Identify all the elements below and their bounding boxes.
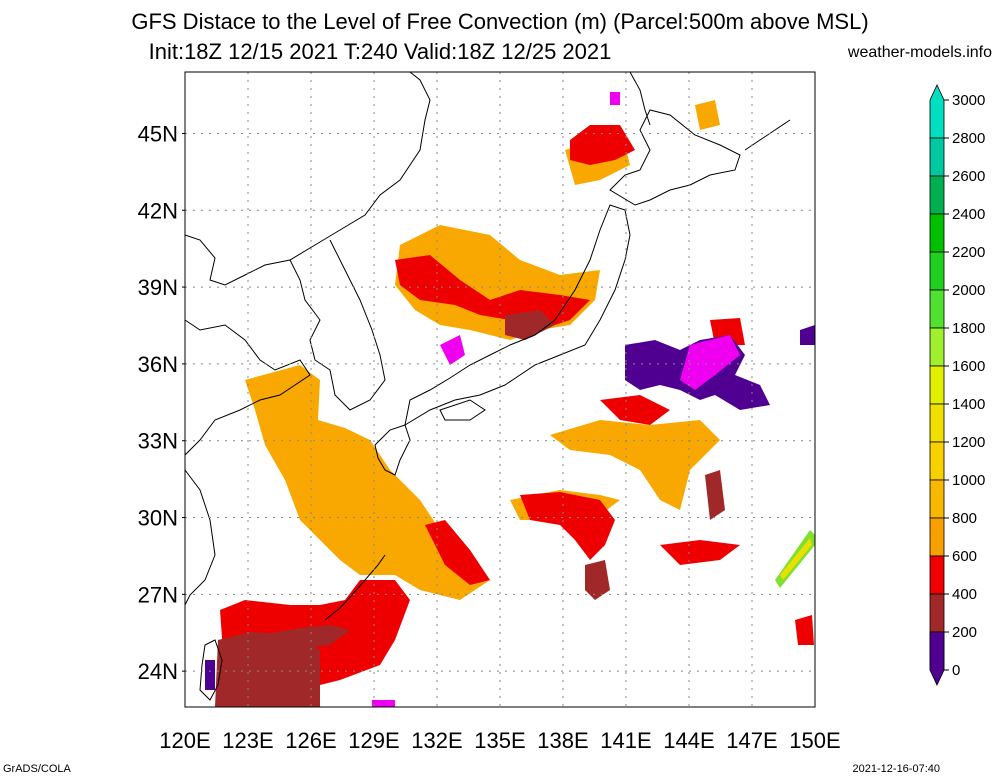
- colorbar-label: 2600: [952, 168, 985, 185]
- chart-title-line1: GFS Distace to the Level of Free Convect…: [131, 9, 869, 34]
- lon-label: 147E: [726, 728, 777, 753]
- coastline-kyushu: [374, 424, 411, 476]
- lon-label: 135E: [474, 728, 525, 753]
- lat-label: 24N: [138, 659, 178, 684]
- colorbar-label: 3000: [952, 92, 985, 109]
- lon-label: 126E: [285, 728, 336, 753]
- colorbar-swatch: [929, 631, 945, 686]
- colorbar: 3000280026002400220020001800160014001200…: [929, 84, 985, 686]
- coastline-layer: [184, 71, 791, 701]
- field-orange-ecs: [245, 365, 490, 600]
- lat-label: 27N: [138, 582, 178, 607]
- coastline-sakhalin: [629, 71, 651, 126]
- field-purple-taiwan: [205, 660, 215, 690]
- longitude-labels: 120E 123E 126E 129E 132E 135E 138E 141E 144E 147E…: [159, 728, 840, 753]
- field-magenta-js: [440, 335, 465, 365]
- coastline-china-east: [184, 319, 311, 456]
- colorbar-swatch: [929, 441, 945, 481]
- chart-title-line2: Init:18Z 12/15 2021 T:240 Valid:18Z 12/2…: [148, 39, 612, 64]
- lon-label: 120E: [159, 728, 210, 753]
- lon-label: 144E: [663, 728, 714, 753]
- coastline-ryukyu: [324, 554, 386, 621]
- field-purple-east: [800, 325, 815, 345]
- lat-label: 30N: [138, 506, 178, 531]
- field-brown-taiwan-area: [215, 632, 320, 707]
- colorbar-label: 200: [952, 624, 977, 641]
- colorbar-label: 1400: [952, 396, 985, 413]
- field-red-pacific-3: [660, 540, 740, 565]
- colorbar-label: 2400: [952, 206, 985, 223]
- colorbar-label: 2200: [952, 244, 985, 261]
- colorbar-swatch: [929, 137, 945, 177]
- field-magenta-pacific: [680, 335, 740, 390]
- field-brown-pacific: [585, 560, 610, 600]
- lat-label: 39N: [138, 275, 178, 300]
- footer-credit-left: GrADS/COLA: [3, 763, 71, 775]
- colorbar-swatch: [929, 251, 945, 291]
- colorbar-label: 1800: [952, 320, 985, 337]
- colorbar-label: 1000: [952, 472, 985, 489]
- colorbar-swatch: [929, 403, 945, 443]
- lon-label: 132E: [411, 728, 462, 753]
- map-frame: [184, 71, 816, 708]
- colorbar-label: 600: [952, 548, 977, 565]
- colorbar-swatch: [929, 327, 945, 367]
- coastline-china-south: [184, 469, 216, 606]
- field-magenta-n: [610, 92, 620, 105]
- colorbar-swatch: [929, 175, 945, 215]
- field-orange-ne: [695, 100, 720, 130]
- colorbar-label: 1200: [952, 434, 985, 451]
- footer-timestamp: 2021-12-16-07:40: [852, 763, 940, 775]
- field-red-pacific-1: [520, 492, 615, 560]
- lat-label: 33N: [138, 429, 178, 454]
- colorbar-swatch: [929, 593, 945, 633]
- lon-label: 123E: [222, 728, 273, 753]
- colorbar-label: 2000: [952, 282, 985, 299]
- colorbar-label: 0: [952, 662, 960, 679]
- lat-label: 45N: [138, 121, 178, 146]
- coastline-korea: [289, 239, 386, 411]
- colorbar-label: 2800: [952, 130, 985, 147]
- field-red-pacific-2: [600, 395, 670, 425]
- colorbar-swatch: [929, 555, 945, 595]
- gridline-layer: [185, 72, 815, 707]
- coastline-taiwan: [199, 639, 223, 701]
- colorbar-label: 400: [952, 586, 977, 603]
- lon-label: 141E: [600, 728, 651, 753]
- lat-label: 36N: [138, 352, 178, 377]
- lon-label: 138E: [537, 728, 588, 753]
- field-yellow-streak: [780, 538, 812, 580]
- colorbar-swatch: [929, 289, 945, 329]
- latitude-labels: 45N 42N 39N 36N 33N 30N 27N 24N: [138, 121, 185, 684]
- colorbar-swatch: [929, 479, 945, 519]
- colorbar-swatch: [929, 213, 945, 253]
- colorbar-swatch: [929, 517, 945, 557]
- field-brown-band: [260, 625, 350, 650]
- field-brown-pacific-2: [705, 470, 725, 520]
- field-magenta-sw: [372, 700, 395, 707]
- colorbar-swatch: [929, 84, 945, 139]
- lat-label: 42N: [138, 198, 178, 223]
- lon-label: 129E: [348, 728, 399, 753]
- colorbar-swatch: [929, 365, 945, 405]
- field-brown-japan-sea: [505, 310, 555, 340]
- coastline-asia-mainland: [184, 71, 431, 286]
- field-orange-pacific: [550, 420, 720, 510]
- field-layer: [205, 92, 815, 707]
- field-red-north: [570, 125, 635, 165]
- lon-label: 150E: [789, 728, 840, 753]
- field-red-ecs-east: [425, 520, 490, 585]
- coastline-shikoku: [439, 399, 486, 421]
- field-red-pacific-4: [795, 615, 814, 645]
- coastline-hokkaido: [609, 109, 741, 206]
- colorbar-label: 800: [952, 510, 977, 527]
- site-credit: weather-models.info: [847, 44, 992, 61]
- colorbar-label: 1600: [952, 358, 985, 375]
